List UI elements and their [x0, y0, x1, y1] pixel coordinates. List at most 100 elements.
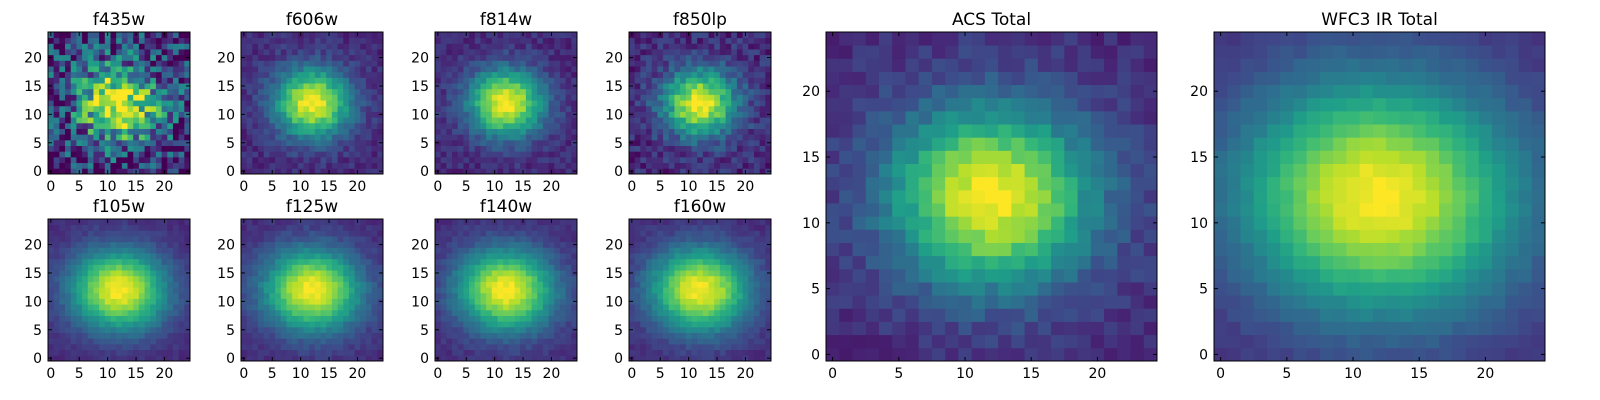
heatmap-cell — [668, 298, 675, 305]
heatmap-cell — [314, 287, 321, 294]
heatmap-cell — [435, 49, 442, 56]
heatmap-cell — [275, 298, 282, 305]
heatmap-cell — [685, 43, 692, 50]
heatmap-cell — [104, 49, 111, 56]
heatmap-cell — [93, 258, 100, 265]
heatmap-cell — [702, 332, 709, 339]
heatmap-cell — [178, 219, 185, 226]
heatmap-cell — [286, 247, 293, 254]
heatmap-cell — [554, 105, 561, 112]
heatmap-cell — [314, 168, 321, 175]
y-tick-label: 0 — [226, 351, 235, 367]
heatmap-cell — [657, 94, 664, 101]
heatmap-cell — [93, 349, 100, 356]
heatmap-cell — [514, 139, 521, 146]
heatmap-cell — [497, 281, 504, 288]
heatmap-cell — [161, 122, 168, 129]
heatmap-cell — [167, 236, 174, 243]
heatmap-cell — [531, 94, 538, 101]
heatmap-cell — [640, 94, 647, 101]
heatmap-cell — [753, 71, 761, 78]
heatmap-cell — [697, 94, 704, 101]
heatmap-cell — [668, 275, 675, 282]
heatmap-cell — [497, 236, 504, 243]
heatmap-cell — [87, 332, 94, 339]
heatmap-cell — [651, 122, 658, 129]
heatmap-cell — [116, 281, 123, 288]
heatmap-cell — [651, 71, 658, 78]
heatmap-cell — [110, 145, 117, 152]
heatmap-cell — [629, 338, 636, 345]
heatmap-cell — [167, 326, 174, 333]
heatmap-cell — [76, 287, 83, 294]
heatmap-cell — [640, 338, 647, 345]
heatmap-cell — [531, 122, 538, 129]
heatmap-cell — [371, 343, 378, 351]
heatmap-cell — [246, 100, 253, 107]
heatmap-cell — [178, 326, 185, 333]
heatmap-cell — [731, 128, 738, 135]
heatmap-cell — [99, 219, 106, 226]
heatmap-cell — [59, 88, 66, 95]
heatmap-cell — [343, 332, 350, 339]
heatmap-cell — [93, 321, 100, 328]
heatmap-cell — [82, 37, 89, 44]
heatmap-cell — [48, 117, 55, 124]
heatmap-cell — [525, 304, 532, 311]
heatmap-cell — [520, 343, 527, 351]
heatmap-cell — [314, 241, 321, 248]
heatmap-cell — [435, 60, 442, 67]
heatmap-cell — [697, 54, 704, 61]
heatmap-cell — [748, 168, 755, 175]
heatmap-cell — [348, 270, 355, 277]
heatmap-cell — [167, 83, 174, 90]
heatmap-cell — [65, 66, 72, 73]
heatmap-cell — [184, 128, 191, 135]
heatmap-cell — [377, 315, 384, 322]
heatmap-cell — [486, 264, 493, 271]
heatmap-cell — [116, 332, 123, 339]
heatmap-cell — [719, 54, 726, 61]
heatmap-cell — [691, 49, 698, 56]
heatmap-cell — [514, 292, 521, 299]
heatmap-cell — [178, 71, 185, 78]
heatmap-cell — [93, 270, 100, 277]
heatmap-cell — [446, 156, 453, 164]
heatmap-cell — [331, 105, 338, 112]
heatmap-cell — [486, 54, 493, 61]
heatmap-cell — [280, 128, 287, 135]
heatmap-cell — [133, 145, 140, 152]
heatmap-cell — [150, 71, 157, 78]
heatmap-cell — [531, 117, 538, 124]
heatmap-cell — [748, 71, 755, 78]
heatmap-cell — [542, 230, 549, 237]
heatmap-cell — [753, 117, 761, 124]
heatmap-cell — [736, 292, 743, 299]
heatmap-cell — [348, 151, 355, 158]
heatmap-cell — [691, 287, 698, 294]
heatmap-cell — [87, 247, 94, 254]
heatmap-cell — [548, 247, 555, 254]
heatmap-cell — [691, 151, 698, 158]
heatmap-cell — [303, 128, 310, 135]
heatmap-cell — [697, 145, 704, 152]
heatmap-cell — [457, 145, 464, 152]
heatmap-cell — [748, 54, 755, 61]
heatmap-cell — [87, 162, 94, 169]
heatmap-cell — [297, 117, 304, 124]
heatmap-cell — [144, 241, 151, 248]
heatmap-cell — [497, 247, 504, 254]
heatmap-cell — [469, 343, 476, 351]
heatmap-cell — [70, 270, 77, 277]
heatmap-cell — [753, 111, 761, 118]
heatmap-cell — [167, 54, 174, 61]
heatmap-cell — [725, 37, 732, 44]
heatmap-cell — [172, 298, 180, 305]
heatmap-cell — [263, 287, 270, 294]
heatmap-cell — [725, 326, 732, 333]
heatmap-cell — [53, 349, 60, 356]
heatmap-cell — [258, 332, 265, 339]
heatmap-cell — [365, 241, 373, 248]
heatmap-cell — [87, 49, 94, 56]
heatmap-cell — [65, 343, 72, 351]
